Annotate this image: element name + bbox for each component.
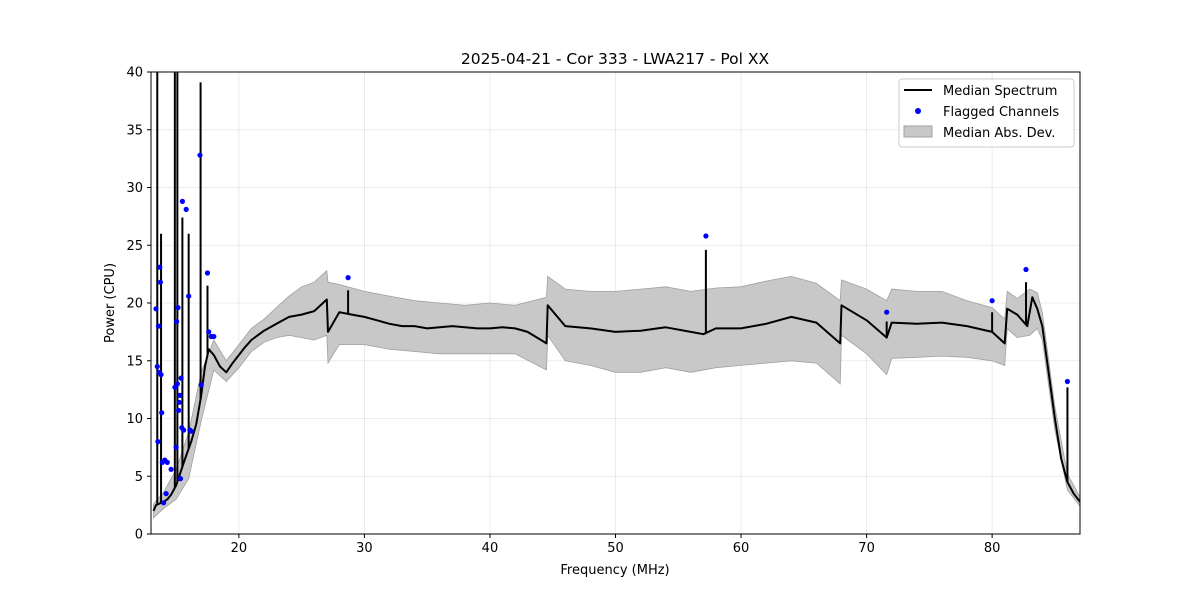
- flagged-channel-point: [989, 298, 995, 304]
- flagged-channel-point: [155, 323, 162, 329]
- legend-label-mad: Median Abs. Dev.: [943, 126, 1055, 141]
- legend-patch-swatch: [903, 125, 933, 138]
- flagged-channel-point: [181, 427, 187, 433]
- x-tick-label: 80: [984, 541, 1001, 556]
- y-tick-label: 5: [135, 470, 143, 485]
- y-tick-label: 25: [126, 239, 143, 254]
- y-tick-label: 20: [126, 297, 143, 312]
- median-line: [152, 296, 1080, 512]
- flagged-channel-point: [159, 410, 165, 416]
- legend-label-flagged: Flagged Channels: [943, 105, 1059, 120]
- flagged-channel-point: [186, 293, 192, 299]
- legend-marker-swatch: [915, 108, 921, 114]
- legend-box: [898, 78, 1075, 148]
- y-tick-label: 15: [126, 354, 143, 369]
- x-axis-label: Frequency (MHz): [560, 563, 669, 578]
- y-tick-label: 40: [126, 66, 143, 81]
- flagged-channel-point: [204, 270, 211, 276]
- flagged-channel-point: [177, 392, 183, 398]
- y-tick-label: 30: [126, 181, 143, 196]
- x-tick-label: 40: [482, 541, 499, 556]
- flagged-channel-point: [176, 407, 182, 413]
- flagged-channel-point: [157, 279, 163, 285]
- flagged-channel-point: [173, 444, 179, 450]
- median-spectrum-line: [152, 296, 1080, 512]
- flagged-channel-point: [154, 363, 160, 370]
- flagged-channel-point: [153, 306, 159, 312]
- x-tick-label: 70: [858, 541, 875, 556]
- flagged-channel-point: [178, 375, 184, 381]
- flagged-channel-point: [884, 309, 890, 315]
- y-axis-ticks: 0 5 10 15 20 25 30 35 40: [126, 66, 151, 543]
- flagged-channel-point: [174, 381, 180, 387]
- y-axis-label: Power (CPU): [103, 263, 118, 343]
- flagged-channel-point: [1023, 266, 1029, 273]
- legend: Median Spectrum Flagged Channels Median …: [898, 78, 1075, 148]
- flagged-points: [153, 152, 1070, 506]
- y-tick-label: 0: [135, 528, 143, 543]
- flagged-channel-point: [158, 372, 164, 378]
- flagged-channel-point: [188, 428, 194, 434]
- legend-label-median: Median Spectrum: [943, 84, 1057, 99]
- flagged-channel-point: [157, 264, 163, 270]
- flagged-channel-point: [179, 198, 185, 204]
- flagged-channel-point: [345, 275, 351, 281]
- flagged-channel-point: [183, 206, 189, 212]
- flagged-channel-point: [176, 399, 182, 405]
- chart-title: 2025-04-21 - Cor 333 - LWA217 - Pol XX: [461, 50, 770, 68]
- flagged-channel-point: [155, 439, 161, 445]
- flagged-channel-point: [161, 500, 167, 506]
- flagged-channel-point: [197, 152, 203, 158]
- flagged-channel-point: [177, 476, 184, 482]
- flagged-channel-point: [175, 305, 181, 311]
- x-tick-label: 50: [607, 541, 624, 556]
- flagged-channel-point: [164, 459, 170, 465]
- x-tick-label: 30: [356, 541, 373, 556]
- y-tick-label: 35: [126, 123, 143, 138]
- y-tick-label: 10: [126, 412, 143, 427]
- flagged-channel-point: [174, 318, 180, 325]
- mad-band-area: [153, 269, 1080, 519]
- flagged-channel-point: [703, 233, 709, 239]
- flagged-channel-point: [206, 329, 212, 335]
- x-tick-label: 60: [733, 541, 750, 556]
- flagged-channel-point: [1064, 378, 1070, 385]
- flagged-channel-point: [168, 466, 174, 472]
- flagged-channel-point: [198, 382, 204, 388]
- mad-band: [153, 269, 1080, 519]
- x-axis-ticks: 20 30 40 50 60 70 80: [231, 534, 1001, 556]
- flagged-channel-point: [211, 333, 217, 340]
- plot-area: [152, 72, 1080, 519]
- flagged-channel-point: [163, 491, 169, 497]
- x-tick-label: 20: [231, 541, 248, 556]
